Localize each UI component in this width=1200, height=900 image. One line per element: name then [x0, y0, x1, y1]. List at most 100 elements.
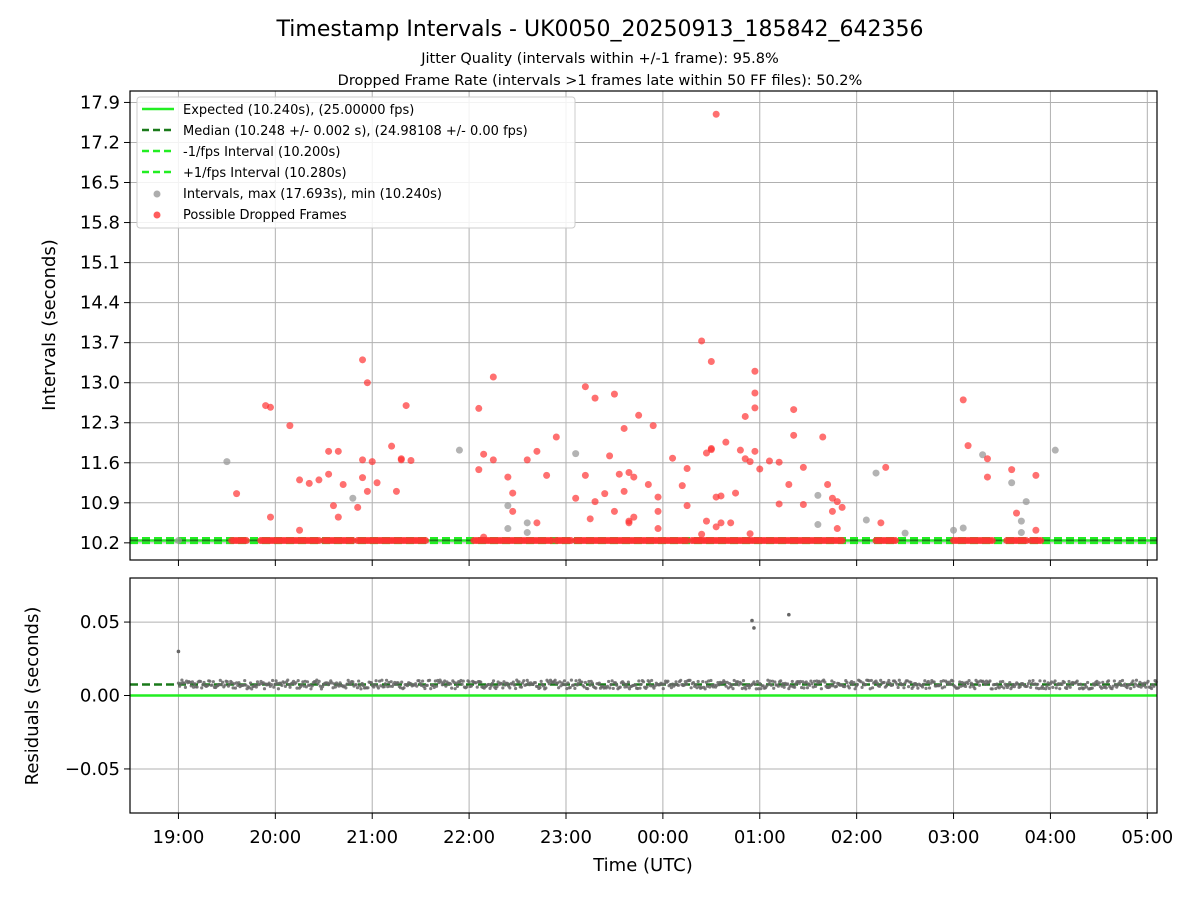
residual-point: [417, 679, 421, 683]
dropped-frame-point: [785, 481, 793, 489]
dropped-frame-point: [591, 498, 599, 506]
interval-point: [1051, 446, 1059, 454]
residual-point: [405, 684, 410, 688]
dropped-frames-series: [228, 110, 1045, 545]
dropped-frame-point: [983, 455, 991, 463]
residual-point: [576, 681, 580, 685]
x-tick-label: 23:00: [540, 827, 592, 848]
residual-point: [305, 680, 310, 684]
residual-point: [819, 687, 823, 691]
residual-point: [810, 681, 814, 686]
dropped-frame-point: [354, 503, 362, 511]
residual-point: [388, 684, 392, 688]
residual-point: [522, 679, 526, 683]
legend-expected-label: Expected (10.240s), (25.00000 fps): [183, 103, 414, 118]
residual-point: [1045, 684, 1049, 688]
residual-point: [662, 682, 667, 686]
residual-point: [669, 686, 674, 690]
residual-point: [573, 686, 577, 691]
legend-intervals-swatch: [153, 190, 161, 198]
dropped-frame-point: [334, 513, 342, 521]
interval-point: [455, 446, 463, 454]
x-tick-label: 01:00: [734, 827, 786, 848]
residual-point: [234, 681, 239, 685]
residual-point: [237, 681, 241, 685]
residual-point: [267, 681, 271, 685]
residual-point: [901, 682, 905, 687]
residual-point: [1127, 683, 1132, 687]
dropped-frame-point: [751, 404, 759, 412]
dropped-frame-point: [581, 471, 589, 479]
dropped-frame-point: [620, 487, 628, 495]
residual-point: [514, 686, 518, 691]
residual-point: [863, 683, 868, 687]
dropped-frame-band-point: [1022, 537, 1030, 545]
residual-point: [583, 680, 587, 685]
intervals-y-tick-label: 10.9: [80, 493, 120, 514]
residual-point: [845, 680, 849, 685]
dropped-frame-point: [610, 390, 618, 398]
dropped-frame-point: [286, 422, 294, 430]
dropped-frame-point: [397, 456, 405, 464]
dropped-frame-point: [489, 373, 497, 381]
residual-point: [639, 682, 643, 686]
residual-point: [906, 685, 911, 689]
residuals-y-tick-label: 0.05: [80, 612, 120, 633]
residual-point: [227, 682, 232, 686]
residual-point: [1008, 681, 1012, 685]
residual-point: [357, 679, 361, 683]
legend-dropped-label: Possible Dropped Frames: [183, 208, 347, 223]
interval-point: [1008, 479, 1016, 487]
residual-point: [316, 682, 320, 686]
residual-point: [1152, 684, 1156, 688]
residual-point: [309, 687, 313, 691]
residual-point: [495, 685, 499, 689]
residual-point: [818, 680, 822, 684]
residual-point: [225, 680, 229, 684]
residual-point: [767, 682, 771, 686]
dropped-frame-point: [678, 482, 686, 490]
residual-point: [190, 680, 194, 684]
residual-point: [983, 682, 987, 686]
residual-point: [793, 685, 797, 689]
residual-point: [195, 685, 199, 689]
intervals-y-tick-label: 13.7: [80, 333, 120, 354]
residual-point: [923, 679, 927, 683]
dropped-frame-band-point: [567, 537, 575, 545]
residual-point: [676, 683, 680, 687]
residual-point: [280, 683, 284, 687]
dropped-frame-point: [339, 481, 347, 489]
dropped-frame-band-point: [242, 537, 250, 545]
residual-point: [1066, 684, 1070, 688]
residual-point: [660, 682, 664, 686]
residual-point: [380, 678, 384, 682]
residual-point: [369, 681, 374, 685]
residual-point: [415, 684, 419, 688]
dropped-frame-point: [359, 456, 367, 464]
residual-point: [637, 679, 641, 683]
dropped-frame-point: [833, 498, 841, 506]
residual-point: [994, 686, 998, 691]
dropped-frame-point: [751, 367, 759, 375]
residual-point: [525, 678, 529, 682]
dropped-frame-point: [775, 500, 783, 508]
residual-point: [574, 679, 578, 683]
dropped-frame-point: [509, 507, 517, 515]
residual-point: [219, 683, 224, 687]
residual-point: [243, 678, 247, 683]
residual-point: [568, 685, 572, 690]
interval-point: [349, 494, 357, 502]
dropped-frame-point: [296, 526, 304, 534]
dropped-frame-point: [504, 473, 512, 481]
residual-point: [469, 684, 474, 688]
residual-point: [769, 683, 773, 687]
residual-point: [178, 684, 182, 688]
residual-point: [200, 686, 204, 690]
residual-point: [420, 679, 425, 683]
residual-point: [1084, 685, 1089, 689]
dropped-frame-point: [368, 458, 376, 466]
residual-point: [732, 678, 736, 683]
residual-point: [879, 678, 883, 682]
dropped-frame-point: [523, 456, 531, 464]
